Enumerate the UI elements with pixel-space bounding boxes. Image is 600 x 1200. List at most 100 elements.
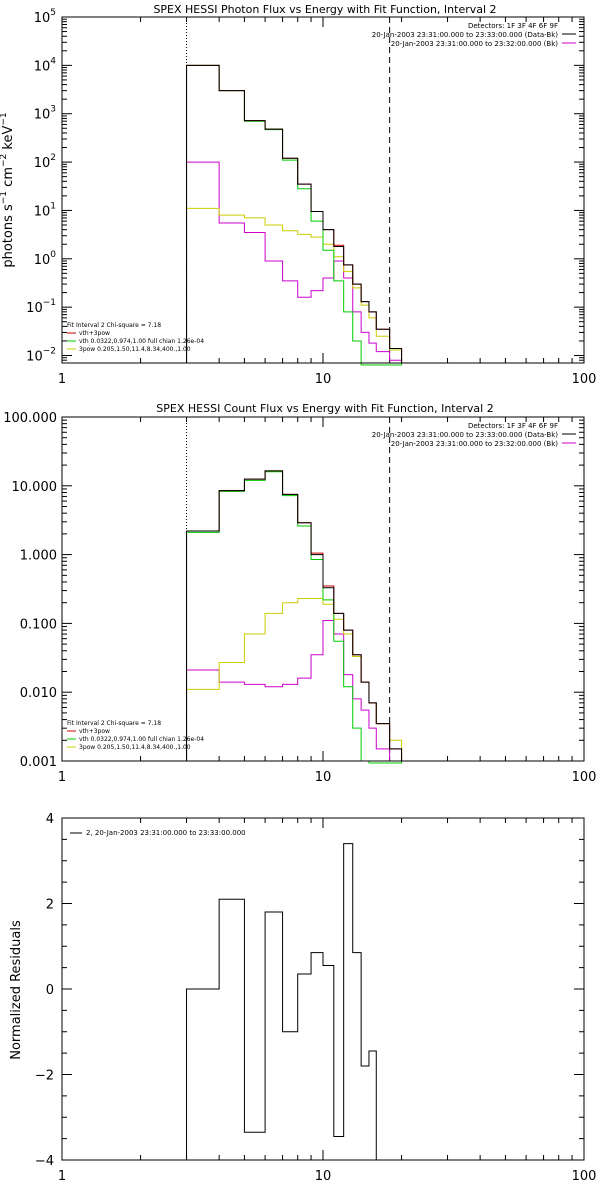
- y-tick-label: 102: [34, 153, 56, 171]
- legend-entry-text: 20-Jan-2003 23:31:00.000 to 23:33:00.000…: [372, 431, 559, 439]
- y-tick-label: 10−2: [26, 347, 56, 365]
- x-tick-label: 100: [572, 1169, 597, 1184]
- photon-y-axis-label: photons s−1 cm−2 keV−1: [0, 112, 16, 267]
- y-tick-label: 0.001: [20, 755, 57, 770]
- x-tick-label: 10: [315, 372, 332, 387]
- y-label-text: photons s: [1, 204, 16, 268]
- y-tick-label: 100.000: [3, 411, 57, 426]
- y-tick-label: 1.000: [20, 549, 57, 564]
- y-tick-mantissa: 10: [26, 350, 43, 365]
- y-label-superscript: −1: [0, 112, 9, 125]
- legend-entry-text: vth 0.0322,0.974,1.00 full chian 1.26e-0…: [79, 338, 204, 345]
- residuals-legend: 2, 20-Jan-2003 23:31:00.000 to 23:33:00.…: [70, 829, 246, 837]
- y-tick-label: 103: [34, 105, 56, 123]
- y-tick-label: 4: [46, 812, 54, 827]
- residuals-plot-frame: [61, 817, 585, 1161]
- y-tick-label: 10.000: [12, 480, 58, 495]
- residuals-axis-ticks: [61, 817, 585, 1161]
- count-chart-title: SPEX HESSI Count Flux vs Energy with Fit…: [156, 402, 493, 415]
- y-tick-label: 0.010: [20, 686, 57, 701]
- count-flux-panel: SPEX HESSI Count Flux vs Energy with Fit…: [3, 402, 596, 785]
- y-tick-label: −2: [35, 1069, 54, 1084]
- y-tick-label: 105: [34, 8, 56, 26]
- x-tick-label: 1: [58, 770, 66, 785]
- y-tick-exponent: −2: [43, 347, 56, 357]
- y-label-text: keV: [1, 126, 16, 150]
- legend-entry-text: Fit Interval 2 Chi-square = 7.18: [67, 720, 161, 727]
- x-tick-label: 100: [572, 372, 597, 387]
- legend-entry-text: 3pow 0.205,1.50,11.4,8.34,400.,1.00: [79, 744, 191, 751]
- count-series: [186, 470, 403, 764]
- legend-entry-text: Fit Interval 2 Chi-square = 7.18: [67, 322, 161, 329]
- y-tick-label: −4: [35, 1154, 54, 1169]
- residuals-series: [186, 843, 390, 1161]
- series-line-3pow: [186, 207, 403, 363]
- photon-chart-title: SPEX HESSI Photon Flux vs Energy with Fi…: [153, 3, 496, 16]
- y-tick-mantissa: 10: [34, 156, 51, 171]
- y-tick-mantissa: 10: [34, 204, 51, 219]
- y-tick-label: 0: [46, 983, 54, 998]
- y-tick-label: 10−1: [26, 298, 56, 316]
- count-plot-frame: [61, 416, 585, 762]
- y-tick-mantissa: 10: [34, 253, 51, 268]
- y-tick-mantissa: 10: [26, 301, 43, 316]
- series-line-bk: [186, 620, 402, 762]
- y-tick-exponent: 3: [50, 105, 56, 115]
- y-tick-exponent: 2: [50, 153, 56, 163]
- count-fit-range-lines: [186, 417, 391, 761]
- photon-x-tick-labels: 1 10 100: [58, 372, 597, 387]
- legend-entry-text: vth 0.0322,0.974,1.00 full chian 1.26e-0…: [79, 736, 204, 743]
- photon-legend-bottom-left: Fit Interval 2 Chi-square = 7.18vth+3pow…: [67, 322, 204, 353]
- y-label-text: cm: [1, 167, 16, 187]
- photon-fit-range-lines: [186, 17, 391, 363]
- photon-flux-panel: SPEX HESSI Photon Flux vs Energy with Fi…: [0, 3, 596, 387]
- y-tick-mantissa: 10: [34, 59, 51, 74]
- residuals-y-axis-label: Normalized Residuals: [9, 920, 24, 1060]
- residuals-x-tick-labels: 1 10 100: [58, 1169, 597, 1184]
- legend-entry-text: Detectors: 1F 3F 4F 6F 9F: [468, 422, 558, 430]
- y-tick-exponent: −1: [43, 298, 56, 308]
- y-tick-label: 100: [34, 250, 57, 268]
- y-tick-exponent: 5: [50, 8, 56, 18]
- y-label-superscript: −2: [0, 154, 9, 167]
- legend-entry-text: 3pow 0.205,1.50,11.4,8.34,400.,1.00: [79, 346, 191, 353]
- y-tick-mantissa: 10: [34, 108, 51, 123]
- x-tick-label: 1: [58, 372, 66, 387]
- y-tick-exponent: 4: [50, 56, 56, 66]
- legend-entry-text: Detectors: 1F 3F 4F 6F 9F: [468, 22, 558, 30]
- legend-entry-text: vth+3pow: [79, 728, 110, 735]
- legend-entry-text: 2, 20-Jan-2003 23:31:00.000 to 23:33:00.…: [86, 829, 246, 837]
- y-tick-label: 2: [46, 898, 54, 913]
- y-tick-label: 101: [34, 201, 56, 219]
- x-tick-label: 1: [58, 1169, 66, 1184]
- count-legend-bottom-left: Fit Interval 2 Chi-square = 7.18vth+3pow…: [67, 720, 204, 751]
- x-tick-label: 10: [315, 770, 332, 785]
- series-line-3pow: [186, 598, 403, 761]
- y-tick-label: 104: [34, 56, 57, 74]
- series-line-data-bk: [186, 64, 403, 363]
- count-x-tick-labels: 1 10 100: [58, 770, 597, 785]
- y-tick-exponent: 0: [50, 250, 56, 260]
- legend-entry-text: vth+3pow: [79, 330, 110, 337]
- photon-series: [186, 64, 403, 366]
- legend-entry-text: 20-Jan-2003 23:31:00.000 to 23:33:00.000…: [372, 31, 559, 39]
- y-tick-label: 0.100: [20, 617, 57, 632]
- x-tick-label: 100: [572, 770, 597, 785]
- y-label-superscript: −1: [0, 191, 9, 204]
- photon-plot-frame: [61, 16, 585, 364]
- legend-entry-text: 20-Jan-2003 23:31:00.000 to 23:32:00.000…: [391, 440, 559, 448]
- y-tick-exponent: 1: [50, 201, 56, 211]
- series-line-bk: [186, 161, 403, 363]
- residuals-panel: Normalized Residuals 4 2 0 −2 −4 1 10 100 2, 2…: [9, 812, 596, 1184]
- count-y-tick-labels: 100.000 10.000 1.000 0.100 0.010 0.001: [3, 411, 57, 770]
- series-line-residuals: [186, 843, 390, 1161]
- y-tick-mantissa: 10: [34, 11, 51, 26]
- photon-axis-ticks: [61, 16, 585, 364]
- series-line-data-bk: [186, 470, 403, 761]
- x-tick-label: 10: [315, 1169, 332, 1184]
- legend-entry-text: 20-Jan-2003 23:31:00.000 to 23:32:00.000…: [391, 40, 559, 48]
